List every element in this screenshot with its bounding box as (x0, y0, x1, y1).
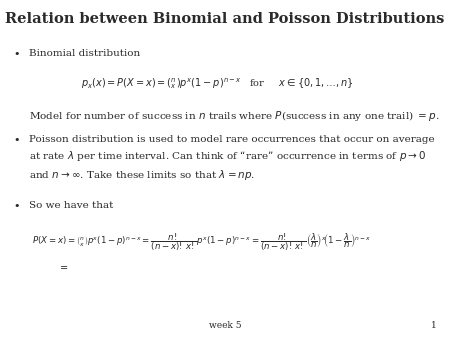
Text: •: • (14, 135, 20, 145)
Text: Binomial distribution: Binomial distribution (29, 49, 140, 58)
Text: Model for number of success in $n$ trails where $P$(success in any one trail) $=: Model for number of success in $n$ trail… (29, 109, 440, 123)
Text: Poisson distribution is used to model rare occurrences that occur on average
at : Poisson distribution is used to model ra… (29, 135, 435, 182)
Text: •: • (14, 201, 20, 211)
Text: So we have that: So we have that (29, 201, 113, 210)
Text: 1: 1 (431, 320, 436, 330)
Text: week 5: week 5 (209, 320, 241, 330)
Text: $P(X = x) = \binom{n}{x} p^x (1-p)^{n-x} = \dfrac{n!}{(n-x)!\,x!} p^x (1-p)^{n-x: $P(X = x) = \binom{n}{x} p^x (1-p)^{n-x}… (32, 232, 371, 253)
Text: Relation between Binomial and Poisson Distributions: Relation between Binomial and Poisson Di… (5, 12, 445, 26)
Text: $p_x(x) = P(X = x) = \binom{n}{x} p^x (1-p)^{n-x}$   for     $x \in \{0, 1, \ldo: $p_x(x) = P(X = x) = \binom{n}{x} p^x (1… (81, 76, 354, 91)
Text: $=$: $=$ (58, 262, 70, 271)
Text: •: • (14, 49, 20, 59)
